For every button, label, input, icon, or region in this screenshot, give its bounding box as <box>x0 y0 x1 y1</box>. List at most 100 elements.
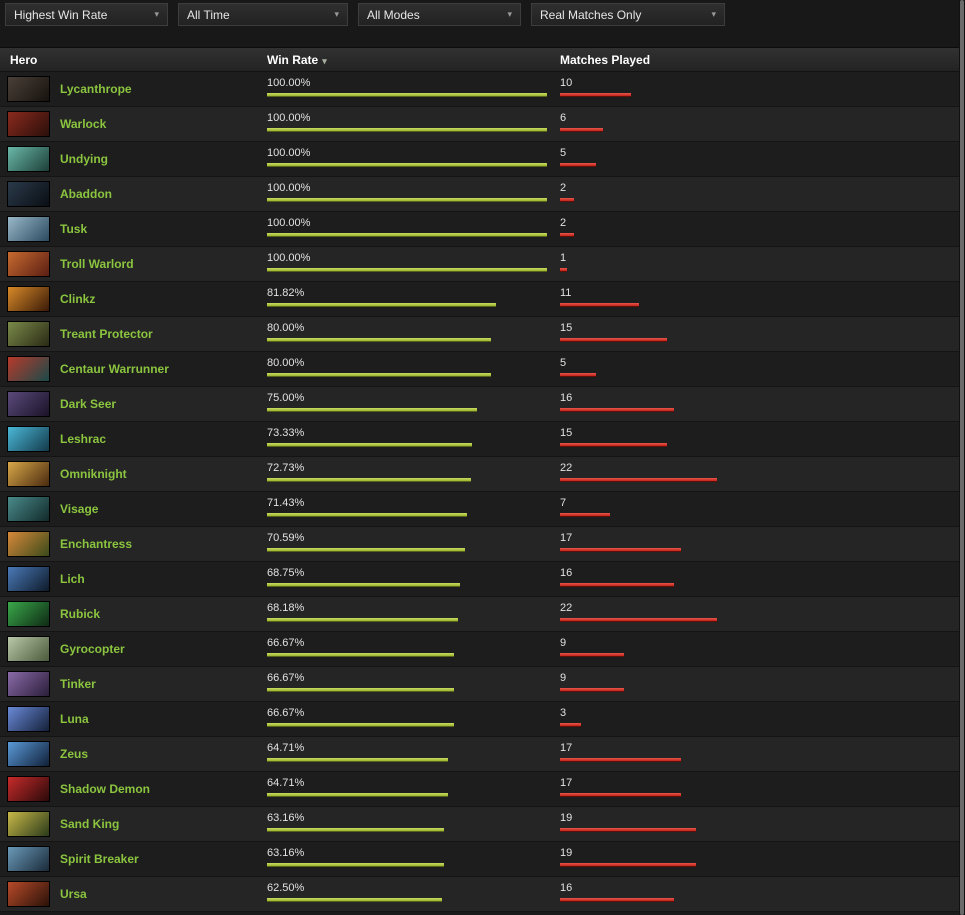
hero-name-link[interactable]: Lich <box>60 572 85 586</box>
win-rate-cell: 64.71% <box>267 737 560 771</box>
hero-name-link[interactable]: Undying <box>60 152 108 166</box>
hero-name-link[interactable]: Rubick <box>60 607 101 621</box>
hero-portrait[interactable] <box>8 567 49 591</box>
matches-value: 16 <box>560 567 573 579</box>
hero-portrait[interactable] <box>8 497 49 521</box>
matches-cell: 15 <box>560 317 965 351</box>
hero-cell: Tinker <box>0 667 267 701</box>
matches-cell: 17 <box>560 527 965 561</box>
hero-name-link[interactable]: Troll Warlord <box>60 257 134 271</box>
hero-cell: Sand King <box>0 807 267 841</box>
hero-portrait[interactable] <box>8 427 49 451</box>
hero-name-link[interactable]: Spirit Breaker <box>60 852 139 866</box>
mode-filter-dropdown[interactable]: All Modes ▾ <box>358 3 521 26</box>
matches-bar <box>560 653 625 657</box>
sort-filter-dropdown[interactable]: Highest Win Rate ▾ <box>5 3 168 26</box>
matches-cell: 9 <box>560 667 965 701</box>
hero-name-link[interactable]: Ursa <box>60 887 87 901</box>
hero-portrait[interactable] <box>8 602 49 626</box>
win-rate-bar <box>267 338 491 342</box>
hero-portrait[interactable] <box>8 252 49 276</box>
hero-portrait[interactable] <box>8 217 49 241</box>
hero-cell: Leshrac <box>0 422 267 456</box>
hero-portrait[interactable] <box>8 742 49 766</box>
hero-portrait[interactable] <box>8 637 49 661</box>
hero-portrait[interactable] <box>8 707 49 731</box>
column-header-hero[interactable]: Hero <box>0 53 267 67</box>
matches-cell: 17 <box>560 772 965 806</box>
hero-name-link[interactable]: Tusk <box>60 222 88 236</box>
hero-portrait[interactable] <box>8 322 49 346</box>
matches-cell: 16 <box>560 877 965 911</box>
hero-name-link[interactable]: Abaddon <box>60 187 112 201</box>
hero-portrait[interactable] <box>8 357 49 381</box>
column-header-win-rate[interactable]: Win Rate ▾ <box>267 53 560 67</box>
hero-name-link[interactable]: Treant Protector <box>60 327 153 341</box>
win-rate-bar <box>267 688 454 692</box>
hero-cell: Lycanthrope <box>0 72 267 106</box>
matches-value: 22 <box>560 602 573 614</box>
hero-name-link[interactable]: Shadow Demon <box>60 782 151 796</box>
hero-portrait[interactable] <box>8 672 49 696</box>
hero-portrait[interactable] <box>8 182 49 206</box>
hero-portrait[interactable] <box>8 812 49 836</box>
matches-bar <box>560 688 625 692</box>
win-rate-bar <box>267 513 467 517</box>
hero-name-link[interactable]: Dark Seer <box>60 397 117 411</box>
hero-name-link[interactable]: Enchantress <box>60 537 133 551</box>
win-rate-cell: 68.75% <box>267 562 560 596</box>
hero-name-link[interactable]: Leshrac <box>60 432 107 446</box>
win-rate-bar <box>267 548 465 552</box>
hero-name-link[interactable]: Warlock <box>60 117 107 131</box>
hero-portrait[interactable] <box>8 777 49 801</box>
table-header: Hero Win Rate ▾ Matches Played <box>0 47 965 72</box>
table-row: Tinker 66.67% 9 <box>0 667 965 702</box>
hero-portrait[interactable] <box>8 847 49 871</box>
hero-cell: Warlock <box>0 107 267 141</box>
hero-portrait[interactable] <box>8 882 49 906</box>
hero-portrait[interactable] <box>8 287 49 311</box>
matches-value: 10 <box>560 77 573 89</box>
matches-value: 5 <box>560 147 567 159</box>
matches-bar <box>560 828 696 832</box>
matches-cell: 15 <box>560 422 965 456</box>
matches-bar <box>560 198 575 202</box>
column-header-matches-played-label: Matches Played <box>560 52 651 67</box>
hero-cell: Enchantress <box>0 527 267 561</box>
hero-portrait[interactable] <box>8 147 49 171</box>
table-row: Shadow Demon 64.71% 17 <box>0 772 965 807</box>
hero-name-link[interactable]: Clinkz <box>60 292 96 306</box>
win-rate-value: 72.73% <box>267 462 305 474</box>
scrollbar-track[interactable] <box>959 0 965 915</box>
hero-name-link[interactable]: Lycanthrope <box>60 82 132 96</box>
column-header-matches-played[interactable]: Matches Played <box>560 53 965 67</box>
hero-name-link[interactable]: Centaur Warrunner <box>60 362 169 376</box>
hero-portrait[interactable] <box>8 77 49 101</box>
match-type-filter-dropdown[interactable]: Real Matches Only ▾ <box>531 3 725 26</box>
hero-cell: Zeus <box>0 737 267 771</box>
hero-name-link[interactable]: Visage <box>60 502 99 516</box>
hero-name-link[interactable]: Zeus <box>60 747 89 761</box>
matches-cell: 16 <box>560 562 965 596</box>
hero-portrait[interactable] <box>8 392 49 416</box>
win-rate-bar <box>267 373 491 377</box>
win-rate-bar <box>267 303 497 307</box>
hero-portrait[interactable] <box>8 532 49 556</box>
matches-value: 17 <box>560 777 573 789</box>
hero-portrait[interactable] <box>8 112 49 136</box>
matches-value: 2 <box>560 182 567 194</box>
hero-portrait[interactable] <box>8 462 49 486</box>
hero-name-link[interactable]: Omniknight <box>60 467 127 481</box>
hero-name-link[interactable]: Gyrocopter <box>60 642 125 656</box>
hero-table-rows: Lycanthrope 100.00% 10 Warlock 100.00% 6… <box>0 72 965 912</box>
win-rate-value: 66.67% <box>267 637 305 649</box>
matches-bar <box>560 478 717 482</box>
win-rate-value: 71.43% <box>267 497 305 509</box>
scrollbar-thumb[interactable] <box>960 0 964 915</box>
win-rate-value: 75.00% <box>267 392 305 404</box>
hero-name-link[interactable]: Luna <box>60 712 89 726</box>
hero-name-link[interactable]: Tinker <box>60 677 96 691</box>
time-filter-dropdown[interactable]: All Time ▾ <box>178 3 348 26</box>
hero-name-link[interactable]: Sand King <box>60 817 120 831</box>
matches-value: 15 <box>560 427 573 439</box>
